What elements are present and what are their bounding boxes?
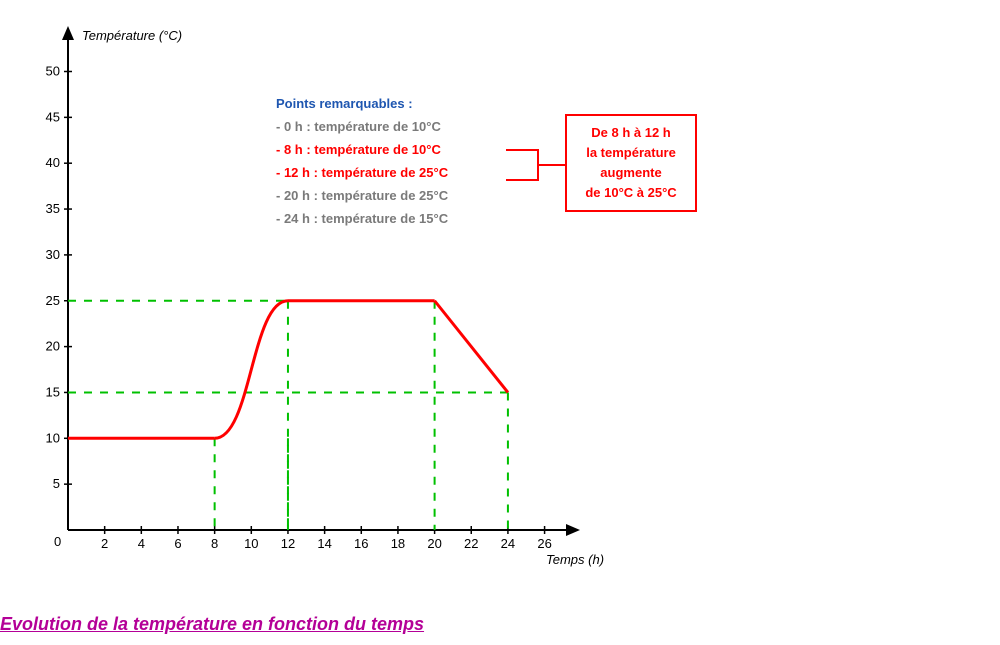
origin-label: 0 [54,534,61,549]
x-tick-label: 12 [281,536,295,551]
y-tick-label: 45 [46,109,60,124]
points-line: - 12 h : température de 25°C [276,165,449,180]
y-tick-label: 20 [46,339,60,354]
points-title: Points remarquables : [276,96,413,111]
y-tick-label: 40 [46,155,60,170]
x-tick-label: 4 [138,536,145,551]
curve-rise [215,301,288,439]
y-tick-label: 15 [46,384,60,399]
x-tick-label: 18 [391,536,405,551]
points-line: - 8 h : température de 10°C [276,142,441,157]
callout-line: De 8 h à 12 h [591,125,671,140]
curve-fall [435,301,508,393]
x-axis-label: Temps (h) [546,552,604,567]
x-tick-label: 26 [537,536,551,551]
y-tick-label: 30 [46,247,60,262]
x-tick-label: 2 [101,536,108,551]
x-tick-label: 22 [464,536,478,551]
y-tick-label: 5 [53,476,60,491]
x-tick-label: 6 [174,536,181,551]
y-tick-label: 25 [46,293,60,308]
y-axis-label: Température (°C) [82,28,182,43]
y-tick-label: 10 [46,430,60,445]
x-tick-label: 10 [244,536,258,551]
x-tick-label: 8 [211,536,218,551]
y-tick-label: 50 [46,64,60,79]
points-line: - 20 h : température de 25°C [276,188,449,203]
figure-caption: Evolution de la température en fonction … [0,614,424,635]
points-line: - 0 h : température de 10°C [276,119,441,134]
callout-line: augmente [600,165,661,180]
x-tick-label: 20 [427,536,441,551]
chart-svg: Température (°C)Temps (h)0 2468101214161… [0,0,1000,645]
x-tick-label: 24 [501,536,515,551]
callout-line: de 10°C à 25°C [585,185,677,200]
x-tick-label: 16 [354,536,368,551]
callout-bracket [506,150,566,180]
y-tick-label: 35 [46,201,60,216]
points-line: - 24 h : température de 15°C [276,211,449,226]
x-tick-label: 14 [317,536,331,551]
callout-line: la température [586,145,676,160]
